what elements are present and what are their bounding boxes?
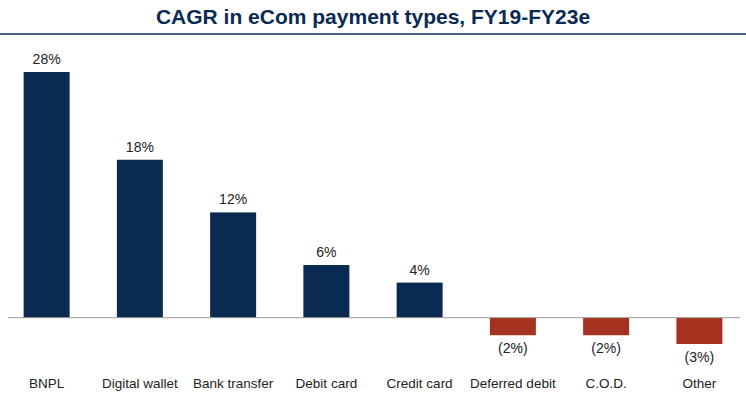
category-label: Deferred debit: [470, 376, 556, 391]
title: CAGR in eCom payment types, FY19-FY23e: [156, 5, 590, 28]
bar: [210, 212, 256, 317]
labels: 28% BNPL 18% Digital wallet 12% Bank transfer…: [29, 51, 717, 391]
bar: [583, 318, 629, 336]
data-label: 18%: [126, 139, 154, 155]
data-label: 4%: [410, 262, 430, 278]
bar: [676, 318, 722, 344]
category-label: Digital wallet: [102, 376, 178, 391]
chart-svg: CAGR in eCom payment types, FY19-FY23e 28…: [0, 0, 746, 409]
data-label: (3%): [685, 349, 715, 365]
bar: [490, 318, 536, 336]
bars: [24, 72, 723, 344]
category-label: C.O.D.: [585, 376, 626, 391]
data-label: (2%): [498, 340, 528, 356]
category-label: Credit card: [387, 376, 453, 391]
baseline: [8, 317, 740, 318]
chart-container: CAGR in eCom payment types, FY19-FY23e 28…: [0, 0, 746, 409]
title-rule: [0, 33, 746, 35]
category-label: Debit card: [296, 376, 358, 391]
category-label: BNPL: [29, 376, 65, 391]
bar: [397, 283, 443, 318]
data-label: 12%: [219, 191, 247, 207]
bar: [24, 72, 70, 318]
data-label: 6%: [316, 244, 336, 260]
bar: [117, 160, 163, 318]
category-label: Other: [682, 376, 716, 391]
category-label: Bank transfer: [193, 376, 274, 391]
data-label: (2%): [591, 340, 621, 356]
bar: [303, 265, 349, 318]
data-label: 28%: [33, 51, 61, 67]
